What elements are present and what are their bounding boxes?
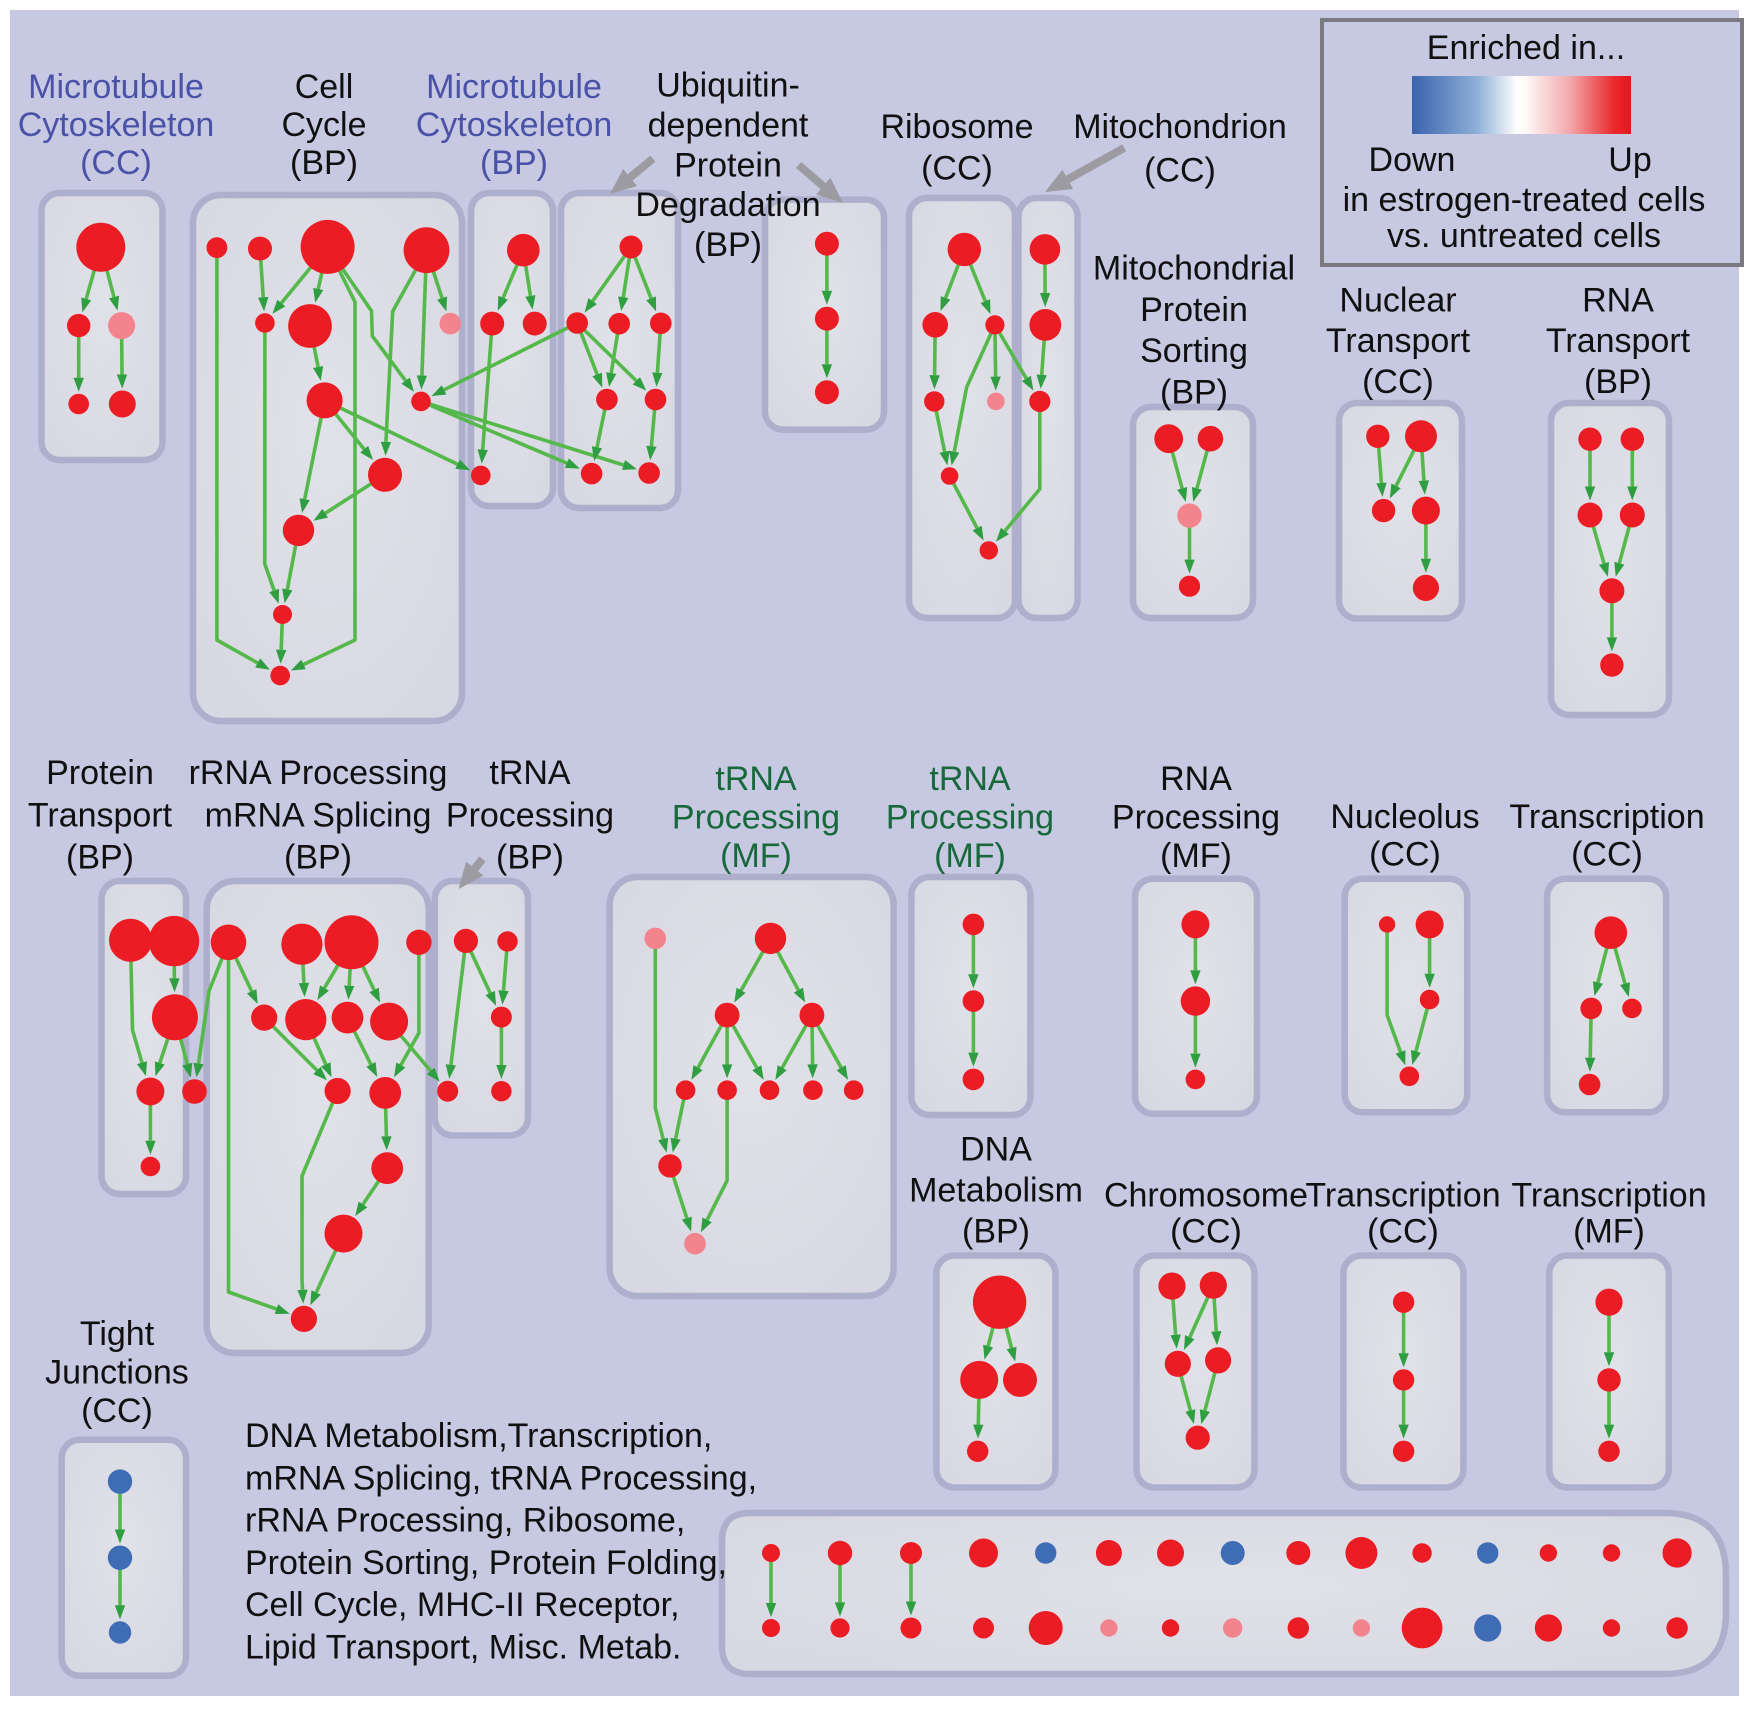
svg-text:Nuclear: Nuclear: [1339, 282, 1456, 320]
svg-text:Cytoskeleton: Cytoskeleton: [416, 106, 613, 144]
svg-text:Protein: Protein: [1140, 291, 1248, 329]
svg-text:DNA Metabolism,Transcription,: DNA Metabolism,Transcription,: [245, 1417, 712, 1455]
svg-text:Protein: Protein: [674, 146, 782, 184]
svg-text:Processing: Processing: [1112, 799, 1280, 837]
svg-text:RNA: RNA: [1160, 760, 1232, 798]
svg-text:(CC): (CC): [81, 1392, 153, 1430]
svg-text:mRNA Splicing: mRNA Splicing: [205, 796, 432, 834]
svg-text:mRNA Splicing, tRNA Processing: mRNA Splicing, tRNA Processing,: [245, 1459, 757, 1497]
svg-text:Transport: Transport: [28, 796, 173, 834]
svg-text:(CC): (CC): [80, 144, 152, 182]
svg-text:rRNA Processing, Ribosome,: rRNA Processing, Ribosome,: [245, 1502, 685, 1540]
svg-text:(BP): (BP): [480, 144, 548, 182]
svg-text:(BP): (BP): [1160, 373, 1228, 411]
svg-text:(CC): (CC): [1144, 152, 1216, 190]
svg-text:Protein Sorting, Protein Foldi: Protein Sorting, Protein Folding,: [245, 1544, 727, 1582]
svg-text:(CC): (CC): [1362, 363, 1434, 401]
svg-text:Junctions: Junctions: [45, 1354, 189, 1392]
svg-text:Degradation: Degradation: [635, 186, 820, 224]
svg-text:Transcription: Transcription: [1509, 798, 1704, 836]
svg-text:(BP): (BP): [284, 839, 352, 877]
svg-text:Transport: Transport: [1326, 322, 1471, 360]
svg-text:(BP): (BP): [66, 839, 134, 877]
svg-text:Ubiquitin-: Ubiquitin-: [656, 67, 800, 105]
svg-text:Sorting: Sorting: [1140, 332, 1248, 370]
svg-text:(CC): (CC): [1571, 836, 1643, 874]
svg-text:(BP): (BP): [1584, 363, 1652, 401]
svg-text:Tight: Tight: [80, 1315, 155, 1353]
svg-text:tRNA: tRNA: [489, 754, 571, 792]
svg-text:Protein: Protein: [46, 754, 154, 792]
svg-text:Microtubule: Microtubule: [28, 68, 204, 106]
svg-text:Down: Down: [1369, 141, 1456, 179]
svg-text:(CC): (CC): [1170, 1213, 1242, 1251]
svg-text:RNA: RNA: [1582, 282, 1654, 320]
svg-text:(BP): (BP): [962, 1213, 1030, 1251]
svg-text:(MF): (MF): [934, 837, 1006, 875]
svg-text:dependent: dependent: [648, 106, 809, 144]
svg-text:in estrogen-treated cells: in estrogen-treated cells: [1343, 181, 1706, 219]
svg-text:Transcription: Transcription: [1305, 1177, 1500, 1215]
svg-text:(BP): (BP): [496, 839, 564, 877]
svg-text:(BP): (BP): [290, 144, 358, 182]
svg-text:Cell: Cell: [295, 68, 354, 106]
svg-text:tRNA: tRNA: [715, 760, 797, 798]
svg-text:Mitochondrion: Mitochondrion: [1073, 108, 1287, 146]
svg-text:(CC): (CC): [1367, 1213, 1439, 1251]
svg-text:(CC): (CC): [1369, 836, 1441, 874]
svg-text:Metabolism: Metabolism: [909, 1172, 1083, 1210]
svg-text:(CC): (CC): [921, 150, 993, 188]
svg-text:DNA: DNA: [960, 1131, 1032, 1169]
svg-text:(MF): (MF): [1160, 837, 1232, 875]
svg-text:Lipid Transport, Misc. Metab.: Lipid Transport, Misc. Metab.: [245, 1629, 682, 1667]
svg-text:Nucleolus: Nucleolus: [1330, 798, 1479, 836]
svg-text:(MF): (MF): [1573, 1213, 1645, 1251]
svg-text:Processing: Processing: [446, 796, 614, 834]
svg-text:Ribosome: Ribosome: [880, 108, 1033, 146]
svg-text:Cell Cycle, MHC-II Receptor,: Cell Cycle, MHC-II Receptor,: [245, 1586, 680, 1624]
svg-text:Enriched in...: Enriched in...: [1427, 29, 1625, 67]
svg-text:vs. untreated cells: vs. untreated cells: [1387, 217, 1661, 255]
svg-text:Chromosome: Chromosome: [1104, 1177, 1308, 1215]
svg-text:Processing: Processing: [886, 799, 1054, 837]
svg-text:rRNA Processing: rRNA Processing: [189, 754, 448, 792]
svg-text:Microtubule: Microtubule: [426, 68, 602, 106]
svg-text:tRNA: tRNA: [929, 760, 1011, 798]
svg-text:(BP): (BP): [694, 226, 762, 264]
svg-text:Transport: Transport: [1546, 322, 1691, 360]
svg-text:(MF): (MF): [720, 837, 792, 875]
svg-text:Mitochondrial: Mitochondrial: [1093, 250, 1295, 288]
svg-text:Up: Up: [1608, 141, 1651, 179]
svg-text:Processing: Processing: [672, 799, 840, 837]
svg-text:Transcription: Transcription: [1511, 1177, 1706, 1215]
svg-text:Cytoskeleton: Cytoskeleton: [18, 106, 215, 144]
svg-text:Cycle: Cycle: [281, 106, 366, 144]
